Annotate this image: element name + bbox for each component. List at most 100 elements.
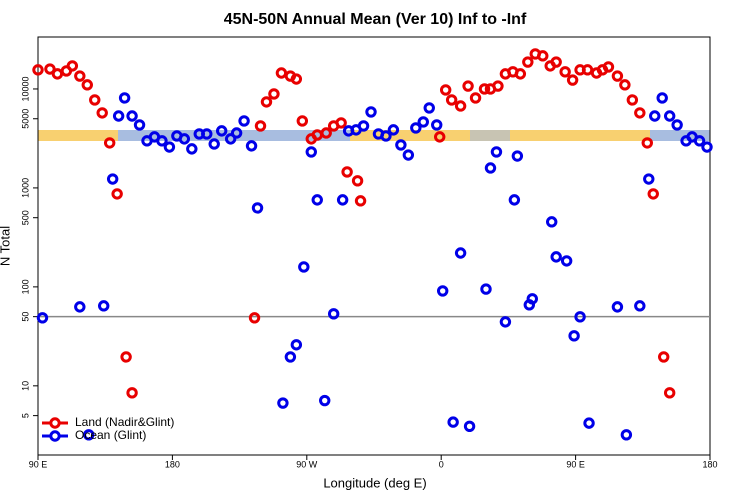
point — [254, 120, 267, 132]
point — [560, 255, 573, 267]
band — [470, 130, 510, 141]
point — [311, 194, 323, 206]
point — [671, 119, 683, 131]
point — [649, 110, 661, 122]
point — [126, 110, 138, 122]
point — [484, 162, 497, 174]
point — [106, 173, 119, 185]
point — [581, 64, 594, 76]
point — [701, 141, 713, 153]
point — [643, 173, 655, 185]
point — [98, 300, 110, 312]
point — [439, 84, 452, 96]
point — [641, 137, 653, 149]
y-axis-label: N Total — [0, 226, 12, 266]
point — [537, 50, 549, 62]
point — [245, 140, 258, 152]
point — [550, 251, 562, 263]
point — [354, 195, 367, 207]
plot-frame — [37, 36, 711, 456]
legend-label: Ocean (Glint) — [75, 428, 146, 442]
point — [335, 117, 347, 129]
point — [620, 429, 633, 441]
point — [447, 416, 459, 428]
point — [634, 107, 646, 119]
point — [462, 80, 474, 92]
point — [230, 127, 243, 139]
point — [395, 139, 407, 151]
point — [492, 80, 504, 92]
x-tick-label: 90 W — [296, 459, 318, 469]
point — [327, 308, 340, 320]
point — [36, 312, 49, 324]
y-tick-label: 50 — [20, 312, 30, 322]
point — [469, 92, 482, 104]
point — [290, 73, 303, 85]
point — [83, 429, 95, 441]
point — [526, 293, 538, 305]
y-tick-label: 10000 — [20, 76, 30, 101]
legend-marker — [49, 430, 61, 442]
point — [260, 96, 273, 108]
point — [583, 417, 595, 429]
band — [650, 130, 710, 141]
point — [103, 137, 116, 149]
point — [89, 94, 101, 106]
point — [277, 397, 289, 409]
point — [126, 387, 138, 399]
point — [118, 92, 131, 104]
point — [201, 128, 213, 140]
point — [238, 115, 250, 127]
point — [290, 339, 303, 351]
point — [66, 60, 79, 72]
point — [32, 64, 44, 76]
point — [417, 116, 429, 128]
point — [81, 79, 93, 91]
point — [619, 79, 631, 91]
point — [357, 120, 370, 132]
point — [559, 66, 571, 78]
point — [480, 283, 492, 295]
point — [445, 94, 458, 106]
point — [410, 122, 422, 134]
point — [658, 351, 670, 363]
y-tick-label: 5000 — [20, 109, 30, 129]
point — [319, 394, 331, 407]
y-tick-label: 1000 — [20, 178, 30, 198]
point — [663, 387, 676, 399]
point — [133, 119, 146, 131]
point — [74, 70, 86, 82]
point — [454, 247, 467, 259]
legend-label: Land (Nadir&Glint) — [75, 415, 174, 429]
point — [602, 61, 615, 73]
point — [490, 146, 503, 158]
point — [251, 202, 264, 214]
point — [275, 67, 288, 79]
point — [647, 188, 659, 200]
point — [51, 68, 64, 80]
point — [463, 420, 476, 432]
point — [120, 351, 132, 363]
point — [224, 133, 237, 145]
legend-marker — [49, 417, 61, 429]
point — [305, 146, 317, 158]
x-tick-label: 90 E — [566, 459, 585, 469]
point — [320, 127, 332, 139]
point — [215, 125, 228, 137]
point — [522, 56, 534, 68]
y-tick-label: 100 — [20, 279, 30, 294]
y-tick-label: 10 — [20, 381, 30, 391]
point — [380, 130, 392, 142]
y-tick-label: 5 — [20, 413, 30, 418]
point — [423, 102, 435, 114]
y-tick-label: 500 — [20, 210, 30, 225]
point — [163, 141, 176, 153]
point — [44, 63, 56, 75]
point — [634, 300, 646, 312]
point — [566, 74, 579, 86]
x-tick-label: 180 — [702, 459, 717, 469]
point — [574, 311, 586, 323]
point — [550, 56, 562, 68]
point — [656, 92, 668, 104]
